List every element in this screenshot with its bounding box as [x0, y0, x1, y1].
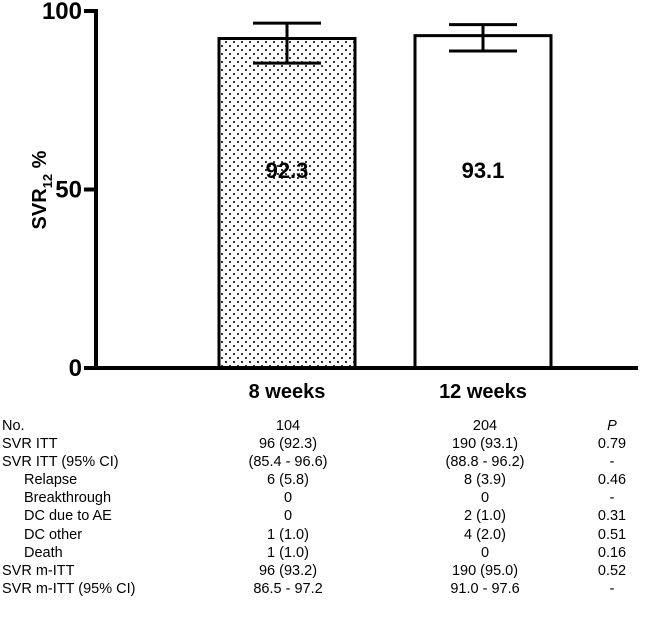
table-body: SVR ITT 96 (92.3) 190 (93.1) 0.79 SVR ITT (9…: [0, 435, 653, 598]
bars-layer: 92.3 93.1: [217, 21, 553, 370]
table-cell-p-value: 0.52: [597, 562, 627, 579]
table-cell-12-weeks: 4 (2.0): [464, 526, 506, 543]
table-row-label: Relapse: [24, 472, 78, 489]
table-cell-p-value: -: [609, 490, 615, 507]
table-cell-8-weeks: 6 (5.8): [267, 472, 309, 489]
table-cell-12-weeks: 190 (95.0): [451, 562, 519, 579]
table-row: DC other 1 (1.0) 4 (2.0) 0.51: [0, 526, 653, 544]
table-row: Death 1 (1.0) 0 0.16: [0, 544, 653, 562]
table-cell-8-weeks: 1 (1.0): [267, 526, 309, 543]
table-header-8-weeks: 104: [275, 418, 301, 434]
x-tick-label: 8 weeks: [249, 381, 326, 403]
y-axis-label: SVR12 %: [29, 150, 55, 229]
table-cell-p-value: 0.31: [597, 508, 627, 525]
table-row-label: DC due to AE: [24, 508, 112, 525]
table-cell-p-value: -: [609, 454, 615, 471]
table-cell-8-weeks: 96 (93.2): [258, 562, 318, 579]
table-row: SVR m-ITT (95% CI) 86.5 - 97.2 91.0 - 97.6…: [0, 580, 653, 598]
table-cell-p-value: 0.51: [597, 526, 627, 543]
table-row-label: DC other: [24, 526, 83, 543]
table-header-p-value: P: [607, 418, 617, 434]
table-row: SVR m-ITT 96 (93.2) 190 (95.0) 0.52: [0, 562, 653, 580]
table-row-label: Breakthrough: [24, 490, 112, 507]
table-row: SVR ITT (95% CI) (85.4 - 96.6) (88.8 - 96.…: [0, 453, 653, 471]
axis-layer: 8 weeks 12 weeks 0 50 100: [42, 0, 638, 403]
x-tick-label: 12 weeks: [439, 381, 527, 403]
table-cell-8-weeks: 86.5 - 97.2: [253, 580, 323, 597]
table-header-row: No. 104 204 P: [0, 417, 653, 435]
table-row: SVR ITT 96 (92.3) 190 (93.1) 0.79: [0, 435, 653, 453]
y-axis-label-unit: %: [29, 150, 51, 174]
y-tick-label: 0: [69, 355, 82, 382]
table-row-label: SVR m-ITT (95% CI): [2, 580, 136, 597]
y-tick-label: 50: [55, 177, 82, 204]
error-bar: [449, 23, 517, 53]
error-bar: [253, 21, 321, 65]
table-cell-12-weeks: 2 (1.0): [464, 508, 506, 525]
table-cell-p-value: 0.46: [597, 472, 627, 489]
bar-value-label: 92.3: [266, 158, 309, 183]
bar-chart: 92.3 93.1 8 weeks 12 weeks 0 50 100 SVR12 %: [29, 0, 638, 403]
table-cell-8-weeks: 0: [283, 490, 293, 507]
table-cell-12-weeks: 0: [480, 544, 490, 561]
table-header-label: No.: [2, 418, 25, 434]
y-axis-label-main: SVR: [29, 188, 51, 230]
table-cell-12-weeks: (88.8 - 96.2): [445, 454, 525, 471]
statistics-table: No. 104 204 P SVR ITT 96 (92.3) 190 (93.1)…: [0, 417, 653, 598]
table-cell-12-weeks: 0: [480, 490, 490, 507]
table-row-label: SVR ITT (95% CI): [2, 454, 119, 471]
table-row: DC due to AE 0 2 (1.0) 0.31: [0, 507, 653, 525]
table-cell-p-value: 0.79: [597, 436, 627, 453]
bar-value-label: 93.1: [462, 158, 505, 183]
bar: [217, 36, 357, 370]
table-cell-8-weeks: 96 (92.3): [258, 436, 318, 453]
table-row: Relapse 6 (5.8) 8 (3.9) 0.46: [0, 471, 653, 489]
table-cell-8-weeks: 0: [283, 508, 293, 525]
table-row-label: SVR m-ITT: [2, 562, 75, 579]
table-row: Breakthrough 0 0 -: [0, 489, 653, 507]
table-cell-8-weeks: 1 (1.0): [267, 544, 309, 561]
table-cell-12-weeks: 91.0 - 97.6: [450, 580, 520, 597]
table-cell-12-weeks: 190 (93.1): [451, 436, 519, 453]
table-cell-p-value: -: [609, 580, 615, 597]
y-axis-label-subscript: 12: [40, 174, 55, 188]
table-cell-p-value: 0.16: [597, 544, 627, 561]
bar: [413, 34, 553, 370]
table-row-label: SVR ITT: [2, 436, 58, 453]
table-header-12-weeks: 204: [472, 418, 498, 434]
table-row-label: Death: [24, 544, 63, 561]
table-cell-12-weeks: 8 (3.9): [464, 472, 506, 489]
table-cell-8-weeks: (85.4 - 96.6): [248, 454, 328, 471]
y-tick-label: 100: [42, 0, 82, 25]
